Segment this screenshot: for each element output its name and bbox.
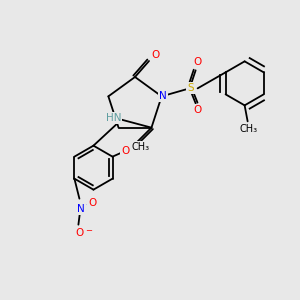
Text: O: O: [121, 146, 130, 156]
Text: O: O: [88, 198, 97, 208]
Text: O: O: [194, 57, 202, 67]
Text: N: N: [159, 91, 167, 101]
Text: HN: HN: [106, 113, 121, 123]
Text: S: S: [187, 83, 194, 93]
Text: −: −: [85, 226, 92, 235]
Text: +: +: [85, 202, 91, 208]
Text: O: O: [75, 228, 83, 238]
Text: CH₃: CH₃: [131, 142, 150, 152]
Text: O: O: [151, 50, 159, 60]
Text: O: O: [194, 105, 202, 115]
Text: CH₃: CH₃: [240, 124, 258, 134]
Text: N: N: [76, 204, 84, 214]
